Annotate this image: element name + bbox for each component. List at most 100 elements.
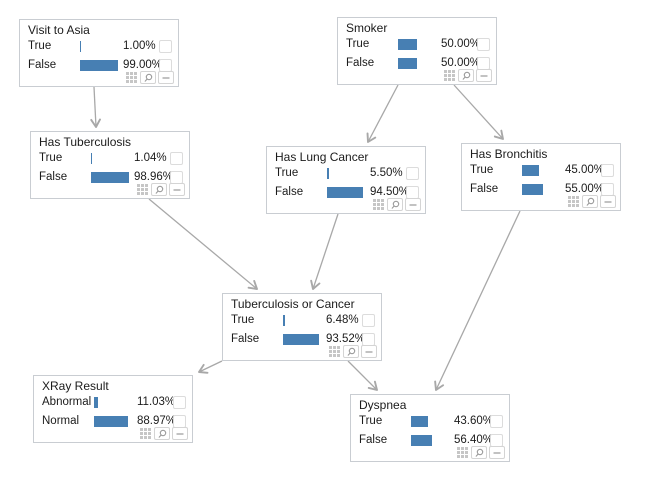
node-has-lung-cancer[interactable]: Has Lung Cancer True 5.50% False 94.50% [266,146,426,214]
node-title: Has Lung Cancer [275,150,369,164]
state-label: False [231,333,260,345]
node-toolbar [567,195,616,208]
probability-value: 94.50% [370,186,410,198]
probability-value: 1.04% [134,152,167,164]
state-label: True [39,152,63,164]
grid-icon[interactable] [443,70,456,82]
state-label: False [39,171,68,183]
grid-icon[interactable] [328,346,341,358]
state-row: False 56.40% [351,433,509,448]
zoom-button[interactable] [140,71,156,84]
node-title: Has Tuberculosis [39,135,132,149]
zoom-button[interactable] [458,69,474,82]
node-title: Visit to Asia [28,23,90,37]
probability-value: 43.60% [454,415,494,427]
state-label: False [470,183,499,195]
collapse-button[interactable] [489,446,505,459]
grid-icon[interactable] [125,72,138,84]
evidence-checkbox[interactable] [159,40,172,53]
evidence-checkbox[interactable] [170,152,183,165]
probability-value: 93.52% [326,333,366,345]
evidence-checkbox[interactable] [362,314,375,327]
state-label: Normal [42,415,80,427]
node-has-bronchitis[interactable]: Has Bronchitis True 45.00% False 55.00% [461,143,621,211]
collapse-button[interactable] [361,345,377,358]
evidence-checkbox[interactable] [601,164,614,177]
grid-icon[interactable] [136,184,149,196]
edge-has-bronchitis-to-dyspnea[interactable] [434,210,521,391]
node-dyspnea[interactable]: Dyspnea True 43.60% False 56.40% [350,394,510,462]
collapse-button[interactable] [158,71,174,84]
state-row: False 94.50% [267,185,425,200]
probability-value: 56.40% [454,434,494,446]
grid-icon[interactable] [456,447,469,459]
node-title: Tuberculosis or Cancer [231,297,355,311]
state-row: True 50.00% [338,37,496,52]
node-xray-result[interactable]: XRay Result Abnormal 11.03% Normal 88.97… [33,375,193,443]
grid-icon[interactable] [139,428,152,440]
zoom-button[interactable] [343,345,359,358]
probability-bar [80,41,81,52]
probability-bar [522,165,540,176]
edge-smoker-to-has-lung-cancer[interactable] [366,84,399,143]
collapse-button[interactable] [600,195,616,208]
state-label: True [28,40,52,52]
state-label: True [231,314,255,326]
probability-bar [411,416,428,427]
evidence-checkbox[interactable] [477,38,490,51]
probability-value: 55.00% [565,183,605,195]
state-label: True [359,415,383,427]
probability-bar [91,153,92,164]
evidence-checkbox[interactable] [490,415,503,428]
probability-value: 5.50% [370,167,403,179]
edge-has-lung-cancer-to-tuberculosis-or-cancer[interactable] [310,213,339,290]
node-smoker[interactable]: Smoker True 50.00% False 50.00% [337,17,497,85]
state-row: False 98.96% [31,170,189,185]
grid-icon[interactable] [372,199,385,211]
edge-tuberculosis-or-cancer-to-dyspnea[interactable] [347,360,378,391]
collapse-button[interactable] [405,198,421,211]
state-label: True [470,164,494,176]
evidence-checkbox[interactable] [406,167,419,180]
probability-bar [522,184,543,195]
probability-value: 1.00% [123,40,156,52]
zoom-button[interactable] [151,183,167,196]
zoom-button[interactable] [471,446,487,459]
edge-has-tuberculosis-to-tuberculosis-or-cancer[interactable] [148,198,258,290]
zoom-button[interactable] [154,427,170,440]
node-visit-to-asia[interactable]: Visit to Asia True 1.00% False 99.00% [19,19,179,87]
state-row: True 1.04% [31,151,189,166]
state-row: True 6.48% [223,313,381,328]
edge-smoker-to-has-bronchitis[interactable] [453,84,504,140]
node-toolbar [456,446,505,459]
probability-bar [80,60,118,71]
probability-value: 98.96% [134,171,174,183]
zoom-button[interactable] [387,198,403,211]
grid-icon[interactable] [567,196,580,208]
probability-value: 50.00% [441,38,481,50]
node-toolbar [125,71,174,84]
probability-value: 99.00% [123,59,163,71]
node-title: Has Bronchitis [470,147,548,161]
state-label: False [275,186,304,198]
probability-bar [398,39,417,50]
node-tuberculosis-or-cancer[interactable]: Tuberculosis or Cancer True 6.48% False … [222,293,382,361]
node-has-tuberculosis[interactable]: Has Tuberculosis True 1.04% False 98.96% [30,131,190,199]
edge-tuberculosis-or-cancer-to-xray-result[interactable] [198,360,223,374]
probability-bar [283,315,286,326]
collapse-button[interactable] [169,183,185,196]
probability-bar [94,397,99,408]
collapse-button[interactable] [476,69,492,82]
node-toolbar [443,69,492,82]
state-row: False 50.00% [338,56,496,71]
state-label: False [28,59,57,71]
state-row: False 55.00% [462,182,620,197]
zoom-button[interactable] [582,195,598,208]
probability-value: 11.03% [137,396,176,408]
edge-visit-to-asia-to-has-tuberculosis[interactable] [90,86,101,128]
probability-bar [398,58,417,69]
state-row: Abnormal 11.03% [34,395,192,410]
evidence-checkbox[interactable] [173,396,186,409]
collapse-button[interactable] [172,427,188,440]
